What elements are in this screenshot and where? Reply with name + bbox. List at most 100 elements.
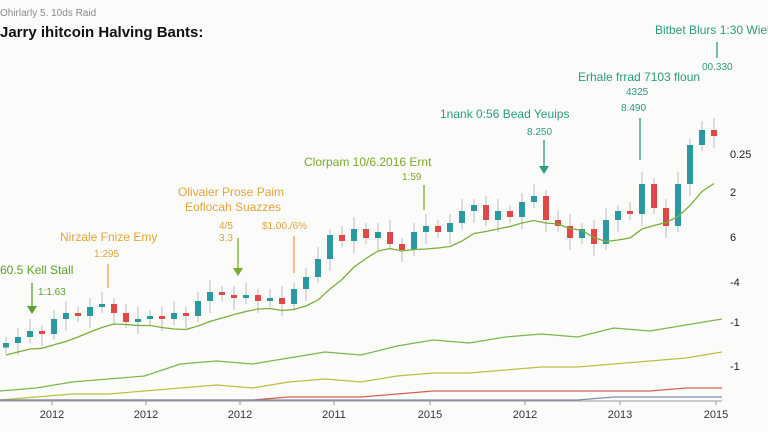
y-tick-label: 0.25 bbox=[730, 149, 752, 161]
candle-body bbox=[15, 337, 21, 343]
candle bbox=[411, 223, 417, 256]
candle bbox=[711, 118, 717, 148]
candle-body bbox=[567, 226, 573, 238]
annotation-value: 4325 bbox=[626, 87, 649, 98]
candle bbox=[3, 337, 9, 354]
candle-body bbox=[711, 130, 717, 136]
y-tick-label: -1 bbox=[730, 361, 740, 373]
candle-body bbox=[99, 304, 105, 307]
candle-body bbox=[471, 205, 477, 211]
annotation-label: Bitbet Blurs 1:30 Wiel bbox=[655, 23, 768, 37]
candle-body bbox=[579, 229, 585, 238]
candle-body bbox=[663, 208, 669, 226]
candle bbox=[147, 310, 153, 325]
candle bbox=[219, 286, 225, 301]
candle-body bbox=[279, 298, 285, 304]
annotation-label: 1nank 0:56 Bead Yeuips bbox=[440, 107, 570, 121]
candle bbox=[423, 214, 429, 244]
annotation-value: 3.3 bbox=[219, 233, 233, 244]
candle-body bbox=[627, 211, 633, 214]
candle bbox=[483, 196, 489, 226]
x-tick-label: 2012 bbox=[133, 409, 159, 421]
candle-body bbox=[435, 226, 441, 232]
candle-body bbox=[387, 232, 393, 244]
candle-body bbox=[495, 211, 501, 220]
candle-body bbox=[483, 205, 489, 220]
annotation-label: Nirzale Fnize Emy bbox=[60, 230, 158, 244]
candle-body bbox=[135, 319, 141, 322]
y-tick-label: 2 bbox=[730, 187, 737, 199]
candle bbox=[375, 223, 381, 250]
y-tick-label: 6 bbox=[730, 232, 737, 244]
candle bbox=[39, 325, 45, 346]
candle-body bbox=[399, 244, 405, 250]
candle-body bbox=[339, 235, 345, 241]
annotation-label: 60.5 Kell Stall bbox=[0, 263, 74, 277]
y-tick-label: -1 bbox=[730, 317, 740, 329]
candle-body bbox=[39, 331, 45, 334]
lower-series-line bbox=[0, 351, 723, 401]
annotation-value: 1:295 bbox=[94, 249, 120, 260]
candle bbox=[579, 223, 585, 244]
candle-body bbox=[423, 226, 429, 232]
candle bbox=[603, 208, 609, 250]
candle-body bbox=[315, 259, 321, 277]
annotation-label-2: Eoflocah Suazzes bbox=[185, 200, 282, 214]
x-tick-label: 2015 bbox=[703, 409, 729, 421]
candle-body bbox=[615, 211, 621, 220]
candle-body bbox=[531, 196, 537, 202]
candle-body bbox=[291, 289, 297, 304]
candle-body bbox=[231, 295, 237, 298]
candle-body bbox=[111, 304, 117, 313]
candle bbox=[699, 121, 705, 151]
annotation-value: 8.490 bbox=[621, 103, 647, 114]
candle bbox=[231, 286, 237, 310]
candle-body bbox=[651, 184, 657, 208]
x-tick-label: 2011 bbox=[322, 409, 346, 421]
candle-body bbox=[267, 298, 273, 301]
candle-body bbox=[195, 301, 201, 316]
candle bbox=[135, 307, 141, 334]
candle-body bbox=[207, 292, 213, 301]
candle-body bbox=[639, 184, 645, 214]
candle-body bbox=[591, 229, 597, 244]
annotation-label: Erhale frrad 7103 floun bbox=[578, 70, 701, 84]
candle-body bbox=[507, 211, 513, 217]
lower-series-line bbox=[0, 318, 723, 392]
candle-body bbox=[51, 319, 57, 334]
candle bbox=[315, 247, 321, 283]
candle bbox=[303, 268, 309, 301]
candle bbox=[267, 289, 273, 307]
annotation-value: 00.330 bbox=[702, 62, 733, 73]
candle-body bbox=[27, 331, 33, 337]
candle-body bbox=[519, 202, 525, 217]
annotation-value: 8.250 bbox=[527, 127, 553, 138]
candle-body bbox=[243, 295, 249, 298]
x-tick-label: 2012 bbox=[227, 409, 253, 421]
candle bbox=[99, 292, 105, 313]
annotation-label: Clorpam 10/6.2016 Ernt bbox=[304, 155, 432, 169]
candle bbox=[15, 328, 21, 355]
chart-subtitle: Ohirlarly 5. 10ds Raid bbox=[0, 8, 97, 19]
annotation-value: 4/5 bbox=[219, 221, 233, 232]
candle-body bbox=[327, 235, 333, 259]
candle bbox=[651, 178, 657, 214]
arrow-head-icon bbox=[27, 306, 37, 314]
candle-body bbox=[219, 292, 225, 295]
candle-body bbox=[63, 313, 69, 319]
candle bbox=[111, 298, 117, 325]
candle-body bbox=[543, 196, 549, 220]
candle-body bbox=[87, 307, 93, 316]
candle bbox=[387, 220, 393, 250]
candle-body bbox=[303, 277, 309, 289]
candle bbox=[663, 199, 669, 238]
candle bbox=[543, 190, 549, 232]
candle bbox=[351, 217, 357, 253]
candle-body bbox=[603, 220, 609, 244]
candle-body bbox=[255, 295, 261, 301]
candle bbox=[291, 283, 297, 310]
candle bbox=[435, 220, 441, 238]
candle bbox=[195, 292, 201, 322]
candle bbox=[555, 211, 561, 232]
